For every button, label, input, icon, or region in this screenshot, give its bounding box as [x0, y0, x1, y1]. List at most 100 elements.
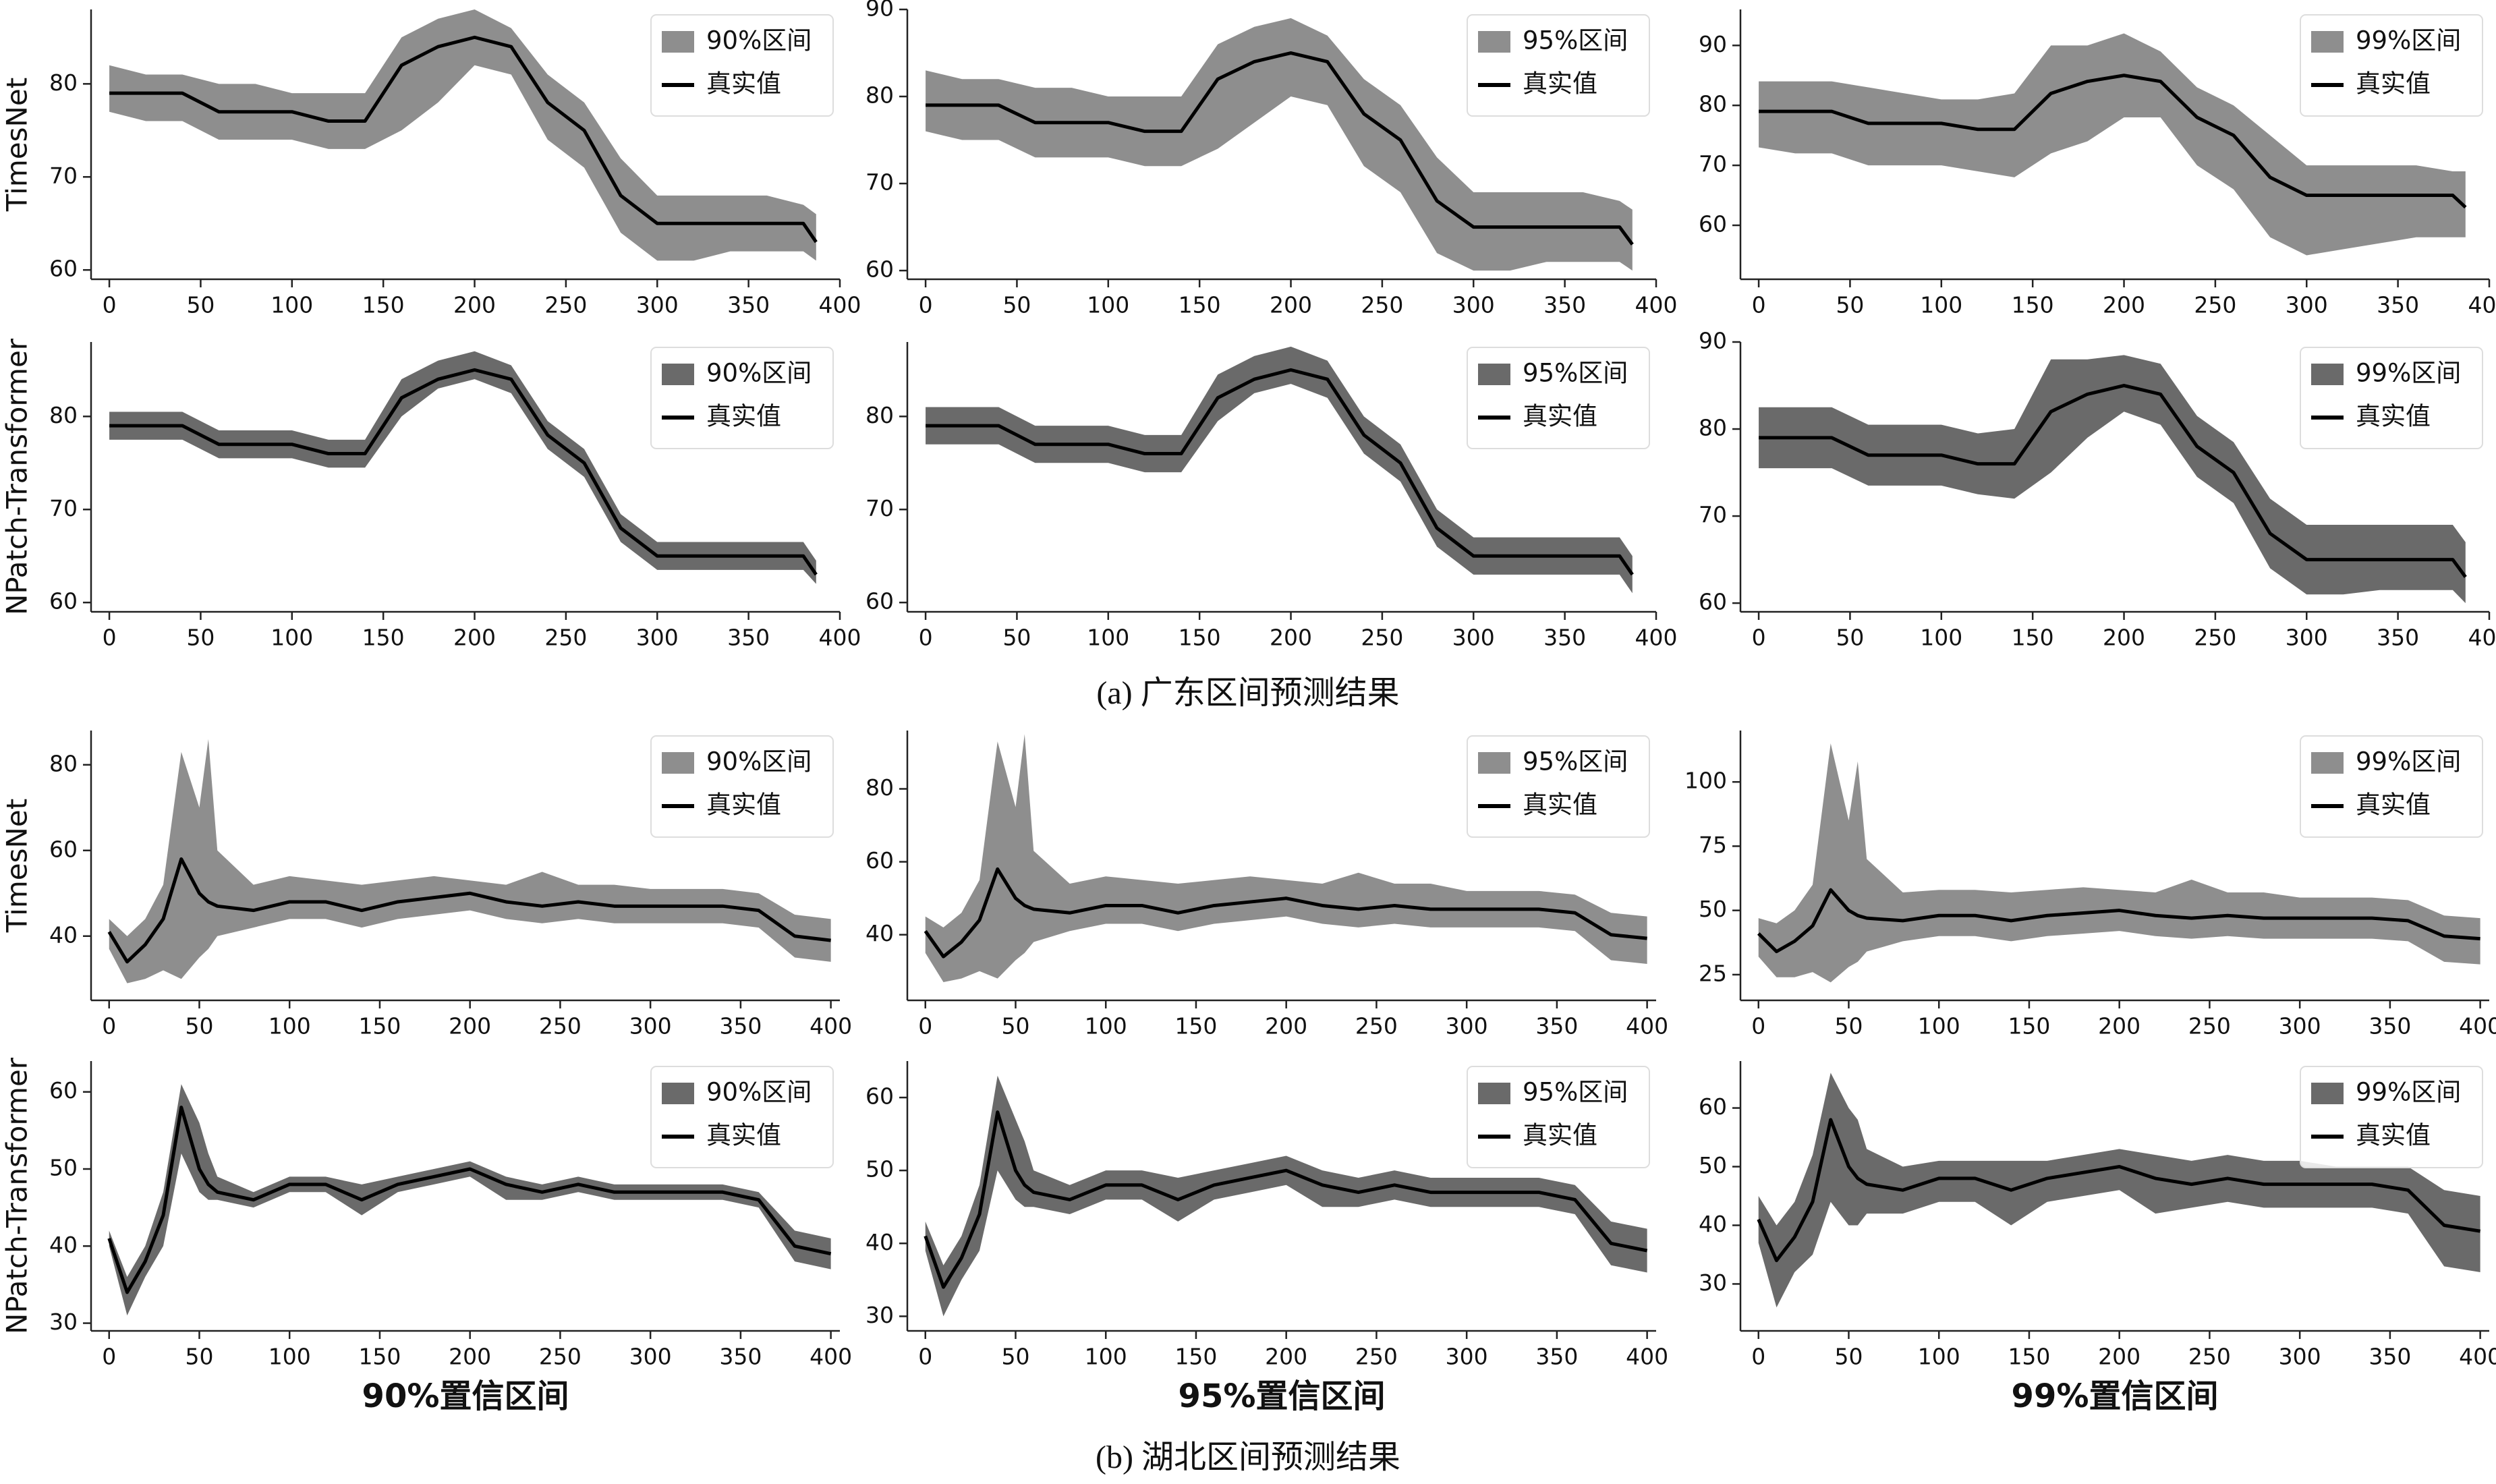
legend-label: 真实值 [1523, 1121, 1597, 1150]
x-tick-label: 200 [2103, 292, 2145, 318]
x-tick-label: 200 [453, 625, 496, 651]
y-tick-label: 90 [1699, 328, 1727, 354]
interval-band [926, 18, 1633, 271]
legend-box [1467, 1066, 1650, 1168]
x-tick-label: 0 [919, 625, 933, 651]
interval-band [926, 346, 1633, 594]
x-tick-label: 150 [362, 625, 405, 651]
x-tick-label: 0 [1752, 625, 1766, 651]
x-tick-label: 400 [1635, 292, 1678, 318]
x-axis-label: 90%置信区间 [362, 1377, 569, 1415]
legend-label: 95%区间 [1523, 26, 1628, 55]
x-tick-label: 0 [102, 1013, 116, 1039]
x-tick-label: 400 [810, 1344, 852, 1370]
line [924, 867, 1647, 959]
caption: (a) 广东区间预测结果 [1096, 675, 1399, 711]
x-tick-label: 100 [268, 1013, 311, 1039]
y-tick-label: 25 [1699, 960, 1727, 986]
x-tick-label: 400 [2459, 1013, 2496, 1039]
y-tick-label: 60 [866, 256, 894, 283]
x-tick-label: 200 [2103, 625, 2145, 651]
x-tick-label: 200 [2098, 1344, 2140, 1370]
legend-label: 95%区间 [1523, 747, 1628, 776]
x-tick-label: 350 [2369, 1013, 2411, 1039]
legend-patch [2311, 364, 2344, 385]
legend-label: 真实值 [706, 791, 781, 820]
x-tick-label: 200 [1270, 625, 1312, 651]
x-tick-label: 50 [1834, 1013, 1863, 1039]
x-tick-label: 250 [2194, 625, 2236, 651]
x-tick-label: 250 [539, 1013, 582, 1039]
x-tick-label: 300 [1452, 625, 1495, 651]
x-tick-label: 150 [1179, 625, 1221, 651]
y-tick-label: 70 [866, 495, 894, 521]
legend-patch [1478, 1083, 1510, 1104]
interval-band [925, 734, 1647, 982]
y-tick-label: 60 [49, 836, 78, 862]
legend-label: 90%区间 [706, 26, 812, 55]
legend-patch [1478, 364, 1510, 385]
x-tick-label: 50 [1001, 1013, 1029, 1039]
x-tick-label: 150 [2012, 292, 2054, 318]
x-tick-label: 350 [1535, 1013, 1578, 1039]
x-tick-label: 250 [544, 292, 587, 318]
line [109, 368, 818, 576]
legend-label: 99%区间 [2356, 359, 2461, 388]
y-tick-label: 60 [49, 588, 78, 615]
y-tick-label: 80 [866, 402, 894, 428]
x-axis-label: 99%置信区间 [2012, 1377, 2219, 1415]
x-tick-label: 150 [1174, 1013, 1217, 1039]
interval-band [109, 9, 816, 261]
x-tick-label: 100 [271, 292, 313, 318]
x-axis-label: 95%置信区间 [1179, 1377, 1386, 1415]
legend-label: 99%区间 [2356, 747, 2461, 776]
x-tick-label: 250 [1361, 625, 1403, 651]
legend-box [650, 1066, 834, 1168]
x-tick-label: 300 [2286, 292, 2328, 318]
x-tick-label: 400 [1626, 1013, 1668, 1039]
y-tick-label: 80 [49, 402, 78, 428]
y-tick-label: 100 [1684, 768, 1727, 794]
x-tick-label: 400 [819, 292, 861, 318]
legend-label: 真实值 [1523, 402, 1597, 431]
x-tick-label: 400 [819, 625, 861, 651]
legend-label: 真实值 [1523, 791, 1597, 820]
y-axis-label: NPatch-Transformer [1, 1057, 34, 1334]
legend-label: 真实值 [706, 402, 781, 431]
x-tick-label: 50 [1001, 1344, 1029, 1370]
legend-patch [1478, 31, 1510, 53]
y-tick-label: 70 [49, 495, 78, 521]
x-tick-label: 300 [2279, 1344, 2321, 1370]
y-tick-label: 80 [49, 750, 78, 776]
x-tick-label: 200 [2098, 1013, 2140, 1039]
line [1759, 74, 2467, 209]
interval-band [1759, 355, 2466, 604]
x-tick-label: 200 [1270, 292, 1312, 318]
y-tick-label: 70 [866, 169, 894, 196]
y-tick-label: 50 [49, 1155, 78, 1181]
x-tick-label: 350 [2377, 625, 2419, 651]
x-tick-label: 300 [2279, 1013, 2321, 1039]
x-tick-label: 50 [186, 292, 215, 318]
legend-label: 真实值 [706, 1121, 781, 1150]
legend-box [1467, 347, 1650, 449]
x-tick-label: 200 [453, 292, 496, 318]
x-tick-label: 0 [1751, 1344, 1765, 1370]
x-tick-label: 250 [539, 1344, 582, 1370]
x-tick-label: 50 [1836, 292, 1864, 318]
legend-label: 真实值 [2356, 402, 2431, 431]
legend-patch [1478, 752, 1510, 774]
x-tick-label: 0 [1752, 292, 1766, 318]
line [1757, 888, 2480, 954]
x-tick-label: 350 [1543, 625, 1586, 651]
y-axis-label: NPatch-Transformer [1, 338, 34, 615]
x-tick-label: 400 [1626, 1344, 1668, 1370]
x-tick-label: 350 [719, 1013, 762, 1039]
legend-box [650, 347, 834, 449]
y-tick-label: 60 [49, 256, 78, 282]
legend-label: 95%区间 [1523, 1078, 1628, 1107]
x-tick-label: 300 [2286, 625, 2328, 651]
legend-box [2300, 1066, 2483, 1168]
x-tick-label: 350 [727, 292, 770, 318]
